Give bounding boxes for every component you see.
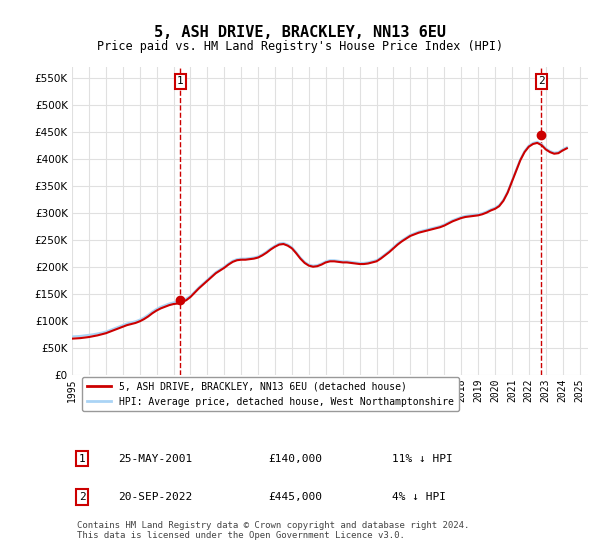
Text: 20-SEP-2022: 20-SEP-2022 [118, 492, 193, 502]
Text: 2: 2 [79, 492, 86, 502]
Text: 1: 1 [177, 77, 184, 86]
Text: 25-MAY-2001: 25-MAY-2001 [118, 454, 193, 464]
Text: 11% ↓ HPI: 11% ↓ HPI [392, 454, 452, 464]
Text: £445,000: £445,000 [268, 492, 322, 502]
Text: Contains HM Land Registry data © Crown copyright and database right 2024.
This d: Contains HM Land Registry data © Crown c… [77, 521, 470, 540]
Text: £140,000: £140,000 [268, 454, 322, 464]
Text: 2: 2 [538, 77, 545, 86]
Text: Price paid vs. HM Land Registry's House Price Index (HPI): Price paid vs. HM Land Registry's House … [97, 40, 503, 53]
Legend: 5, ASH DRIVE, BRACKLEY, NN13 6EU (detached house), HPI: Average price, detached : 5, ASH DRIVE, BRACKLEY, NN13 6EU (detach… [82, 377, 459, 412]
Text: 5, ASH DRIVE, BRACKLEY, NN13 6EU: 5, ASH DRIVE, BRACKLEY, NN13 6EU [154, 25, 446, 40]
Text: 1: 1 [79, 454, 86, 464]
Text: 4% ↓ HPI: 4% ↓ HPI [392, 492, 446, 502]
